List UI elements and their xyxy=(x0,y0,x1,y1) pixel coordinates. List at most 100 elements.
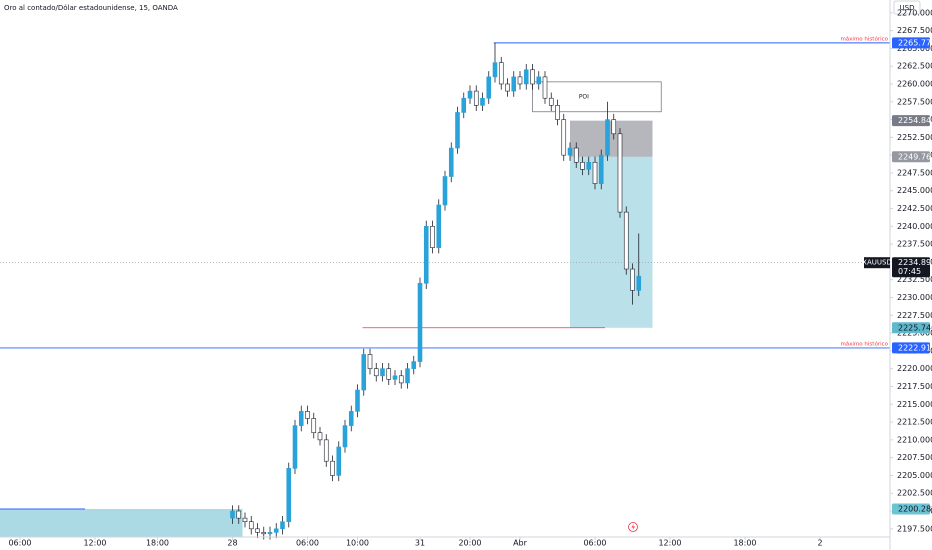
candle-body xyxy=(492,62,498,78)
candle-body xyxy=(411,361,417,369)
candle-body xyxy=(592,161,598,184)
x-tick-label: 12:00 xyxy=(658,539,681,548)
candle-body xyxy=(242,517,248,522)
candle-body xyxy=(323,439,329,462)
candle-body xyxy=(398,375,404,384)
candle-body xyxy=(280,521,285,530)
candle-body xyxy=(255,528,260,533)
currency-box[interactable] xyxy=(893,0,921,15)
plot: POI máximo histórico máximo histórico xyxy=(0,35,890,540)
poi-label: POI xyxy=(579,93,589,100)
countdown: 07:45 xyxy=(898,267,921,276)
candle-body xyxy=(430,226,435,248)
candle-body xyxy=(298,411,304,426)
y-tick-label: 2262.500 xyxy=(897,62,932,71)
candle-body xyxy=(336,446,342,476)
price-tag-label: 2249.769 xyxy=(898,152,932,161)
y-tick-label: 2265.000 xyxy=(897,44,932,53)
candle-body xyxy=(342,425,348,448)
candle-body xyxy=(273,528,279,533)
x-tick-label: 18:00 xyxy=(733,539,756,548)
candle-body xyxy=(473,90,479,106)
current-price-tag xyxy=(892,257,930,278)
chart-title: Oro al contado/Dólar estadounidense, 15,… xyxy=(4,4,178,12)
price-tag xyxy=(892,115,930,127)
x-tick-label: 20:00 xyxy=(458,539,481,548)
candle-body xyxy=(373,368,379,377)
y-tick-label: 2242.500 xyxy=(897,204,932,213)
y-tick-label: 2220.000 xyxy=(897,364,932,373)
candle-body xyxy=(511,76,517,92)
candle-body xyxy=(630,268,635,291)
candle-body xyxy=(230,510,235,519)
y-tick-label: 2202.500 xyxy=(897,489,932,498)
candle-body xyxy=(417,282,423,362)
y-tick-label: 2217.500 xyxy=(897,382,932,391)
candle-body xyxy=(636,275,642,291)
candle-body xyxy=(536,76,542,85)
price-tag-label: 2200.282 xyxy=(898,505,932,514)
candle-body xyxy=(348,411,354,426)
candle-body xyxy=(267,532,273,535)
candle-body xyxy=(248,521,254,530)
candle-body xyxy=(442,176,448,206)
candle-body xyxy=(261,532,267,535)
candle-body xyxy=(611,119,617,135)
x-tick-label: 06:00 xyxy=(583,539,606,548)
x-tick-label: 12:00 xyxy=(83,539,106,548)
candle-body xyxy=(486,76,492,99)
zone xyxy=(0,509,243,537)
candle-body xyxy=(467,90,473,99)
level-note: máximo histórico xyxy=(840,35,888,42)
candle-body xyxy=(330,460,335,476)
y-tick-label: 2197.500 xyxy=(897,524,932,533)
candle-body xyxy=(498,62,504,85)
y-tick-label: 2205.000 xyxy=(897,471,932,480)
candle-body xyxy=(436,204,442,248)
candle-body xyxy=(461,97,467,113)
candle-body xyxy=(367,354,373,369)
x-tick-label: 2 xyxy=(817,539,822,548)
y-tick-label: 2240.000 xyxy=(897,222,932,231)
candle-body xyxy=(505,83,510,92)
y-tick-label: 2257.500 xyxy=(897,97,932,106)
y-tick-label: 2232.500 xyxy=(897,275,932,284)
y-tick-label: 2215.000 xyxy=(897,400,932,409)
candle-body xyxy=(555,105,560,120)
candle-body xyxy=(561,119,567,156)
price-tag-label: 2225.746 xyxy=(898,323,932,332)
candle-body xyxy=(542,76,548,99)
candle-body xyxy=(305,411,310,419)
candle-body xyxy=(623,211,629,270)
x-tick-label: 18:00 xyxy=(146,539,169,548)
price-tag xyxy=(892,151,930,163)
y-tick-label: 2247.500 xyxy=(897,168,932,177)
price-tag xyxy=(892,342,930,354)
candle-body xyxy=(286,468,292,522)
candle-body xyxy=(530,69,535,85)
y-tick-label: 2260.000 xyxy=(897,79,932,88)
stop-zone xyxy=(570,120,653,157)
price-tag xyxy=(892,37,930,49)
candle-body xyxy=(455,112,460,149)
symbol-tag-label: XAUUSD xyxy=(862,259,892,267)
x-tick-label: 31 xyxy=(415,539,425,548)
y-tick-label: 2230.000 xyxy=(897,293,932,302)
price-tag-label: 2254.846 xyxy=(898,116,932,125)
candle-body xyxy=(386,368,392,380)
current-price-label: 2234.890 xyxy=(898,258,932,267)
currency[interactable]: USD xyxy=(900,4,915,12)
candle-body xyxy=(317,432,323,441)
x-tick-label: 06:00 xyxy=(8,539,31,548)
candle-body xyxy=(548,97,554,106)
y-tick-label: 2252.500 xyxy=(897,133,932,142)
candle-body xyxy=(392,375,398,380)
candle-body xyxy=(380,368,385,377)
x-tick-label: 10:00 xyxy=(346,539,369,548)
replay-icon[interactable] xyxy=(628,522,638,532)
icon-bolt[interactable] xyxy=(631,523,636,531)
price-tag xyxy=(892,322,930,334)
y-tick-label: 2267.500 xyxy=(897,26,932,35)
x-tick-label: 06:00 xyxy=(296,539,319,548)
